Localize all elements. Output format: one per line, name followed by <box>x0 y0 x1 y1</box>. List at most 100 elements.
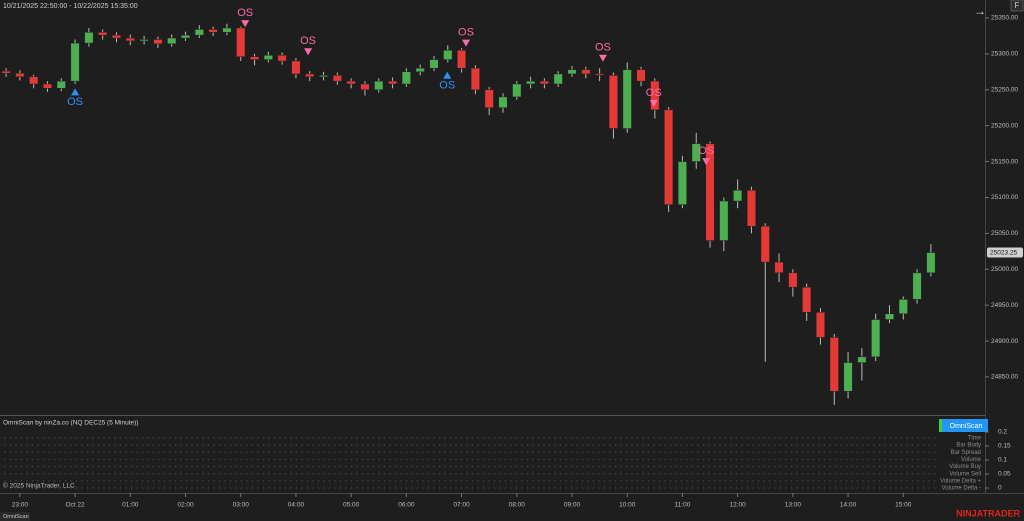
panel-dot <box>147 458 149 461</box>
panel-dot <box>262 451 265 453</box>
panel-dot <box>301 444 303 446</box>
panel-dot <box>75 487 78 489</box>
panel-dot <box>169 444 171 446</box>
panel-dot <box>741 458 743 461</box>
panel-dot <box>763 487 765 489</box>
panel-dot <box>70 473 72 475</box>
panel-dot <box>895 451 897 453</box>
x-tick-label: 23:00 <box>12 502 29 509</box>
panel-dot <box>37 458 39 461</box>
panel-dot <box>48 458 50 461</box>
panel-dot <box>218 465 221 468</box>
panel-dot <box>768 487 771 489</box>
panel-dot <box>515 451 518 453</box>
panel-dot <box>48 487 50 489</box>
panel-dot <box>675 444 677 446</box>
signal-marker <box>443 71 452 79</box>
panel-dot <box>658 487 661 489</box>
tab[interactable] <box>0 512 30 521</box>
panel-dot <box>614 444 617 446</box>
panel-dot <box>537 480 540 482</box>
panel-dot <box>796 451 798 453</box>
panel-dot <box>48 437 50 439</box>
panel-dot <box>818 473 820 475</box>
panel-dot <box>312 458 314 461</box>
panel-dot <box>774 473 776 475</box>
panel-dot <box>53 473 56 475</box>
panel-dot <box>790 451 793 453</box>
panel-dot <box>405 465 408 468</box>
panel-dot <box>862 473 864 475</box>
panel-dot <box>466 465 468 468</box>
candle-body <box>512 83 522 98</box>
panel-dot <box>884 487 886 489</box>
panel-dot <box>911 458 914 461</box>
panel-dot <box>521 487 523 489</box>
panel-dot <box>477 458 479 461</box>
panel-dot <box>543 487 545 489</box>
candle-body <box>746 190 756 227</box>
panel-dot <box>372 487 375 489</box>
panel-dot <box>823 465 826 468</box>
candle-body <box>898 299 908 315</box>
panel-dot <box>191 465 193 468</box>
y-tick-label: 25250.00 <box>991 86 1018 93</box>
panel-dot <box>664 451 666 453</box>
panel-dot <box>862 465 864 468</box>
panel-dot <box>873 444 875 446</box>
candle-body <box>222 27 232 33</box>
panel-dot <box>114 487 116 489</box>
panel-dot <box>224 458 226 461</box>
panel-dot <box>735 451 738 453</box>
panel-dot <box>675 437 677 439</box>
panel-dot <box>554 451 556 453</box>
panel-dot <box>724 487 727 489</box>
panel-dot <box>834 444 837 446</box>
panel-dot <box>658 437 661 439</box>
omniscan-button-label[interactable]: OmniScan <box>950 423 983 430</box>
panel-dot <box>741 473 743 475</box>
signal-label: OS <box>595 42 611 54</box>
panel-dot <box>796 480 798 482</box>
panel-dot <box>378 465 380 468</box>
badge-box[interactable] <box>1010 0 1024 12</box>
panel-dot <box>202 473 204 475</box>
panel-dot <box>455 437 457 439</box>
panel-dot <box>108 480 111 482</box>
panel-dot <box>724 458 727 461</box>
panel-dot <box>207 458 210 461</box>
panel-dot <box>526 437 529 439</box>
panel-dot <box>664 458 666 461</box>
candle-body <box>153 39 163 45</box>
panel-dot <box>174 465 177 468</box>
panel-dot <box>741 444 743 446</box>
panel-dot <box>785 458 787 461</box>
panel-dot <box>708 451 710 453</box>
candle-body <box>788 272 798 288</box>
panel-dot <box>405 487 408 489</box>
tab-label[interactable]: OmniScan <box>3 514 29 520</box>
panel-dot <box>900 465 903 468</box>
signal-marker <box>461 39 470 47</box>
panel-dot <box>669 444 672 446</box>
panel-dot <box>856 437 859 439</box>
panel-dot <box>922 487 925 489</box>
panel-dot <box>504 480 507 482</box>
panel-dot <box>130 444 133 446</box>
panel-dot <box>565 480 567 482</box>
panel-dot <box>31 473 34 475</box>
badge[interactable]: F <box>1015 1 1020 10</box>
panel-dot <box>97 473 100 475</box>
panel-dot <box>75 451 78 453</box>
panel-dot <box>59 465 61 468</box>
panel-dot <box>158 480 160 482</box>
panel-dot <box>279 487 281 489</box>
panel-dot <box>862 480 864 482</box>
panel-dot <box>917 480 919 482</box>
panel-dot <box>752 444 754 446</box>
omniscan-button[interactable] <box>939 419 988 432</box>
panel-dot <box>449 465 452 468</box>
scroll-arrow[interactable]: → <box>974 4 986 18</box>
panel-dot <box>103 458 105 461</box>
panel-dot <box>482 458 485 461</box>
